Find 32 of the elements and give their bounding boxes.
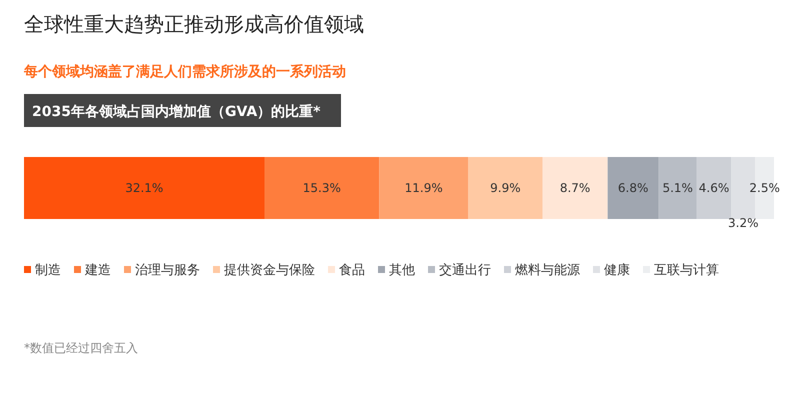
legend-label: 建造 bbox=[84, 263, 111, 278]
legend-label: 健康 bbox=[604, 263, 630, 278]
legend-label: 交通出行 bbox=[439, 262, 491, 278]
data-label: 4.6% bbox=[698, 181, 730, 195]
data-label: 3.2% bbox=[728, 216, 759, 230]
data-label: 32.1% bbox=[125, 181, 164, 195]
bar bbox=[608, 157, 659, 219]
legend-label: 制造 bbox=[35, 263, 61, 278]
legend-label: 提供资金与保险 bbox=[224, 263, 315, 278]
bar bbox=[24, 157, 265, 219]
bar bbox=[379, 157, 468, 219]
bar bbox=[696, 157, 732, 219]
legend-label: 燃料与能源 bbox=[515, 263, 580, 278]
legend-label: 治理与服务 bbox=[135, 263, 200, 278]
data-label: 15.3% bbox=[302, 181, 341, 195]
bar bbox=[468, 157, 542, 219]
data-label: 6.8% bbox=[618, 181, 648, 195]
text: *数值已经过四舍五入 bbox=[24, 341, 138, 355]
bar bbox=[658, 157, 697, 219]
data-label: 5.1% bbox=[662, 181, 693, 195]
chart-title: 全球性重大趋势正推动形成高价值领域 bbox=[24, 12, 364, 36]
bar bbox=[542, 157, 608, 219]
chart-subtitle: 每个领域均涵盖了满足人们需求所涉及的一系列活动 bbox=[23, 63, 346, 80]
legend-label: 其他 bbox=[389, 263, 415, 278]
legend-label: 食品 bbox=[339, 263, 365, 278]
data-label: 11.9% bbox=[404, 181, 443, 195]
legend-label: 互联与计算 bbox=[654, 263, 719, 278]
data-label: 9.9% bbox=[490, 181, 521, 195]
data-label: 2.5% bbox=[749, 181, 780, 195]
data-label: 8.7% bbox=[560, 181, 590, 195]
bar bbox=[264, 157, 380, 219]
text: 2035年各领域占国内增加值（GVA）的比重* bbox=[32, 104, 322, 120]
